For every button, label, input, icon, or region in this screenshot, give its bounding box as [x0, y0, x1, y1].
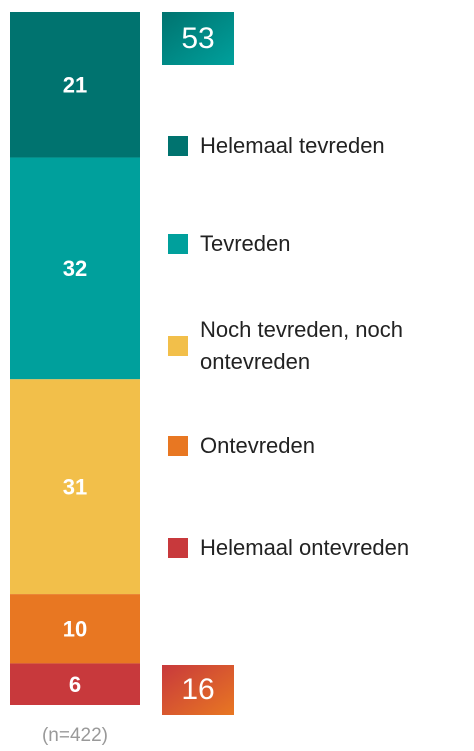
annotation-box [162, 665, 234, 715]
legend-swatch [168, 136, 188, 156]
data-label: 6 [69, 672, 81, 697]
bar-segment [10, 663, 140, 705]
legend-swatch [168, 234, 188, 254]
legend-item: Helemaal ontevreden [168, 532, 468, 564]
legend-item: Tevreden [168, 228, 468, 260]
data-label: 31 [63, 475, 87, 500]
legend-swatch [168, 436, 188, 456]
bar-segment [10, 157, 140, 380]
legend-label: Helemaal ontevreden [200, 535, 410, 560]
legend-swatch [168, 538, 188, 558]
legend-item: Noch tevreden, noch ontevreden [168, 314, 468, 378]
legend-label: Ontevreden [200, 433, 315, 458]
note: (n=422) [42, 725, 108, 746]
legend-label: Noch tevreden, noch ontevreden [200, 317, 404, 374]
legend-label: Tevreden [200, 231, 291, 256]
annotation: 16 [181, 673, 214, 706]
legend-item: Ontevreden [168, 430, 468, 462]
annotation-box [162, 12, 234, 65]
legend-label: Helemaal tevreden [200, 133, 385, 158]
bar-segment [10, 379, 140, 595]
bar-segment [10, 12, 140, 158]
legend-swatch [168, 336, 188, 356]
data-label: 32 [63, 256, 87, 281]
annotation: 53 [181, 22, 214, 55]
bar-segment [10, 594, 140, 664]
legend-item: Helemaal tevreden [168, 130, 468, 162]
data-label: 10 [63, 617, 87, 642]
data-label: 21 [63, 73, 87, 98]
